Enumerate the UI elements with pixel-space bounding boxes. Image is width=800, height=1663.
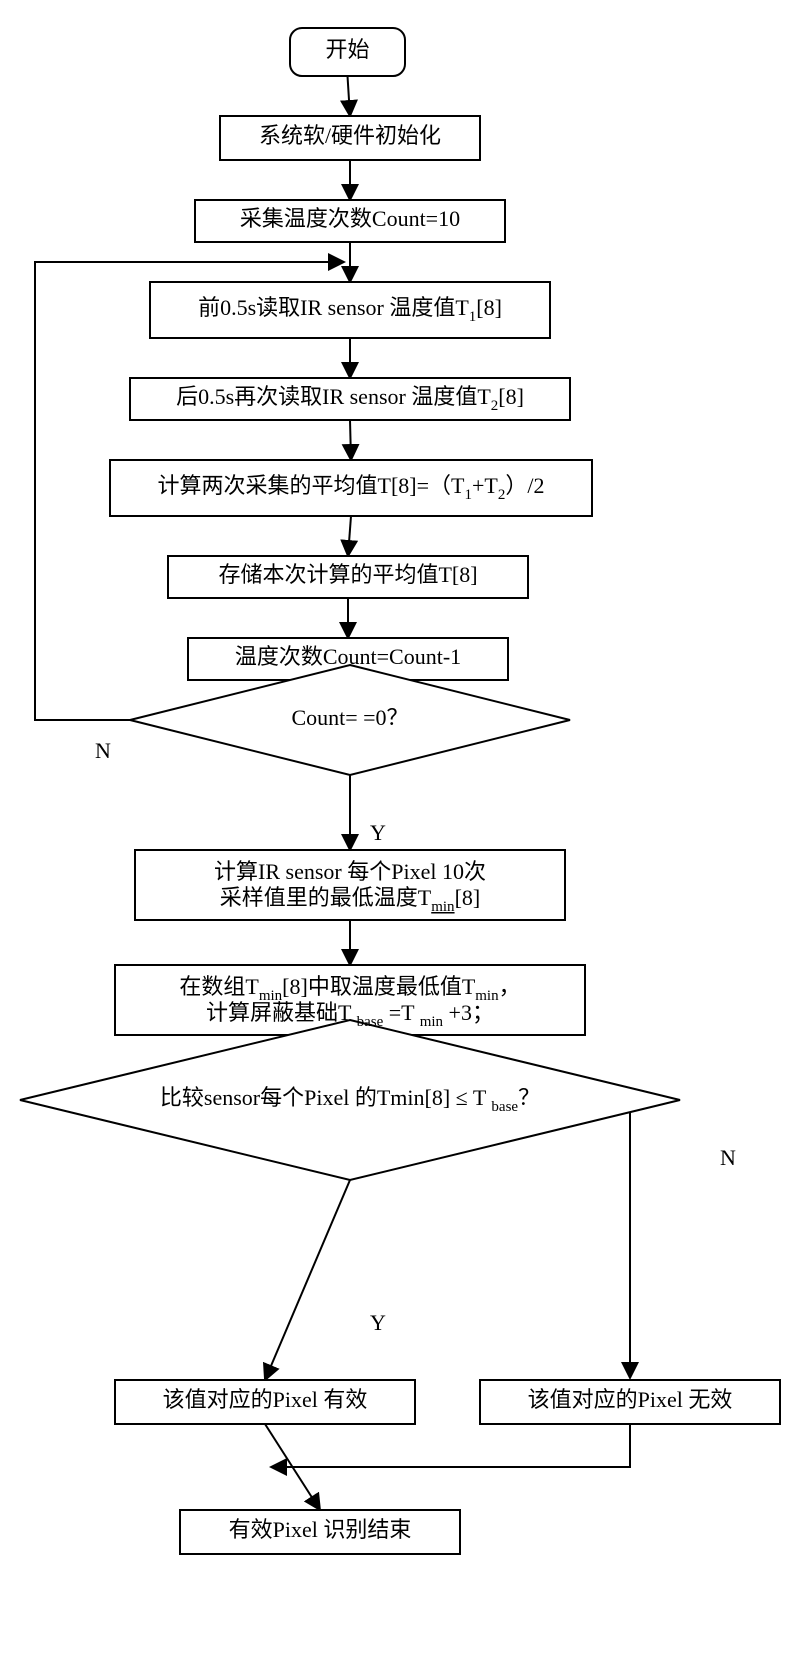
- svg-text:该值对应的Pixel 无效: 该值对应的Pixel 无效: [528, 1387, 733, 1412]
- svg-text:开始: 开始: [325, 37, 369, 62]
- svg-text:Y: Y: [370, 820, 386, 845]
- svg-text:温度次数Count=Count-1: 温度次数Count=Count-1: [235, 644, 461, 669]
- svg-text:Count= =0？: Count= =0？: [291, 705, 408, 730]
- svg-text:采集温度次数Count=10: 采集温度次数Count=10: [240, 206, 460, 231]
- svg-text:N: N: [95, 738, 111, 763]
- svg-text:Y: Y: [370, 1310, 386, 1335]
- svg-text:存储本次计算的平均值T[8]: 存储本次计算的平均值T[8]: [218, 562, 477, 587]
- svg-text:N: N: [720, 1145, 736, 1170]
- svg-text:系统软/硬件初始化: 系统软/硬件初始化: [259, 123, 441, 148]
- svg-text:计算IR sensor 每个Pixel 10次: 计算IR sensor 每个Pixel 10次: [214, 859, 486, 884]
- svg-text:该值对应的Pixel 有效: 该值对应的Pixel 有效: [163, 1387, 368, 1412]
- flowchart-svg: Y Y N N 开始系统软/硬件初始化采集温度次数Count=10 存储本次计算的平均值T…: [0, 0, 800, 1658]
- svg-text:有效Pixel 识别结束: 有效Pixel 识别结束: [229, 1517, 412, 1542]
